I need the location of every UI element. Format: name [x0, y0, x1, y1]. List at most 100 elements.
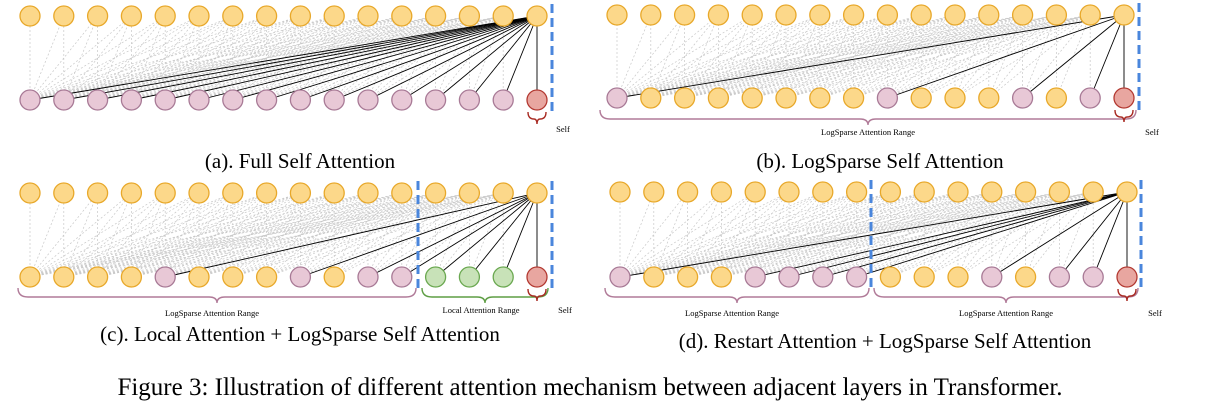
range-braces: [604, 287, 1139, 304]
top-node: [1048, 181, 1071, 203]
inactive-attention-line: [97, 15, 233, 101]
inactive-attention-line: [755, 191, 891, 278]
active-attention-line: [991, 191, 1128, 278]
inactive-attention-line: [718, 14, 854, 99]
inactive-attention-line: [232, 192, 369, 278]
top-node: [323, 182, 345, 204]
inactive-attention-line: [650, 14, 820, 99]
unattended-node: [707, 87, 730, 109]
top-node: [741, 4, 763, 26]
range-brace: [873, 287, 1139, 304]
inactive-attention-line: [63, 192, 98, 278]
top-node: [492, 182, 514, 204]
self-label: Self: [556, 124, 570, 134]
unattended-node: [947, 266, 969, 288]
inactive-attention-line: [721, 191, 891, 278]
inactive-attention-line: [819, 14, 989, 99]
top-node: [673, 4, 696, 26]
bottom-layer-nodes: [19, 89, 548, 111]
inactive-attention-line: [97, 15, 267, 101]
unattended-node: [842, 87, 865, 109]
inactive-attention-line: [63, 192, 200, 278]
logsparse-range-label: LogSparse Attention Range: [165, 308, 259, 318]
inactive-attention-line: [131, 15, 166, 101]
active-attention-line: [822, 191, 1128, 278]
inactive-attention-line: [232, 192, 402, 278]
range-braces: [599, 109, 1137, 126]
inactive-attention-line: [785, 14, 956, 99]
inactive-attention-line: [1025, 191, 1060, 278]
unattended-node: [53, 266, 75, 288]
local-node: [458, 266, 481, 288]
range-braces: [527, 111, 547, 125]
attended-node: [289, 89, 312, 111]
top-node: [879, 181, 902, 203]
top-node: [1014, 181, 1037, 203]
attended-node: [188, 89, 210, 111]
inactive-attention-line: [684, 14, 820, 99]
self-brace: [527, 288, 547, 302]
inactive-attention-line: [822, 191, 992, 278]
inactive-attention-line: [687, 191, 823, 278]
inactive-attention-line: [232, 15, 267, 101]
inactive-attention-line: [1059, 191, 1094, 278]
unattended-node: [978, 87, 1000, 109]
unattended-node: [676, 266, 699, 288]
inactive-attention-line: [853, 14, 1023, 99]
attended-node: [357, 89, 379, 111]
bottom-layer-nodes: [609, 266, 1138, 288]
inactive-attention-line: [367, 192, 504, 278]
unattended-node: [222, 266, 244, 288]
attended-node: [606, 87, 628, 109]
top-node: [1011, 4, 1034, 26]
active-attention-line: [1089, 14, 1125, 99]
inactive-attention-line: [755, 191, 959, 278]
panel-restart-plus-logsparse: LogSparse Attention Range LogSparse Atte…: [604, 180, 1162, 353]
active-attention-line: [367, 192, 538, 278]
top-node: [357, 182, 379, 204]
top-node: [1079, 4, 1101, 26]
top-node: [744, 181, 766, 203]
top-node: [289, 5, 312, 27]
unattended-node: [775, 87, 797, 109]
inactive-attention-line: [785, 14, 821, 99]
inactive-attention-line: [890, 191, 1060, 278]
inactive-attention-line: [687, 191, 891, 278]
top-node: [53, 182, 75, 204]
top-node: [357, 5, 379, 27]
inactive-attention-line: [718, 14, 753, 99]
inactive-attention-line: [619, 191, 655, 278]
attended-node: [876, 87, 899, 109]
self-node: [526, 89, 548, 111]
attended-node: [357, 266, 379, 288]
active-attention-line: [469, 15, 538, 101]
inactive-attention-line: [856, 191, 1026, 278]
top-node: [842, 4, 865, 26]
inactive-attention-line: [856, 191, 992, 278]
attended-node: [458, 89, 481, 111]
inactive-attention-line: [198, 192, 234, 278]
top-node: [676, 181, 699, 203]
inactive-attention-line: [164, 192, 200, 278]
inactive-attention-line: [619, 191, 790, 278]
attended-node: [86, 89, 109, 111]
inactive-attention-line: [97, 15, 132, 101]
inactive-attention-line: [63, 192, 233, 278]
inactive-attention-line: [752, 14, 888, 99]
attended-node: [778, 266, 800, 288]
inactive-attention-line: [619, 191, 756, 278]
range-brace: [421, 287, 549, 304]
blue-dashed-divider: [416, 181, 554, 289]
inactive-attention-line: [266, 192, 301, 278]
inactive-attention-line: [653, 191, 823, 278]
inactive-attention-line: [684, 14, 854, 99]
range-braces: [17, 287, 549, 304]
active-attention-line: [63, 15, 538, 101]
inactive-attention-line: [63, 15, 200, 101]
inactive-attention-line: [29, 15, 200, 101]
active-attention-line: [165, 192, 538, 278]
self-brace: [527, 111, 547, 125]
top-node: [154, 182, 176, 204]
active-attention-line: [502, 192, 538, 278]
inactive-attention-line: [131, 192, 166, 278]
